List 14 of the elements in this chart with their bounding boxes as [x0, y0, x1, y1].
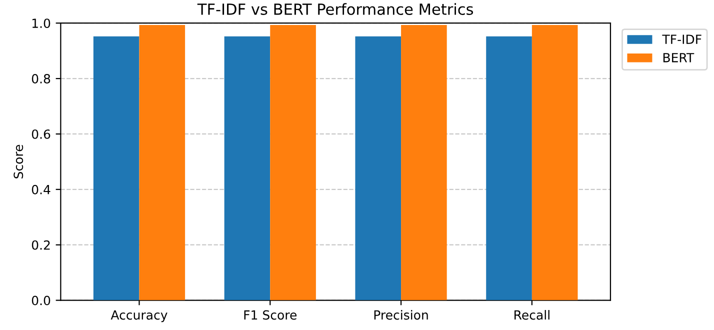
- y-tick-label: 0.2: [32, 240, 50, 250]
- x-tick-label: Accuracy: [110, 310, 168, 322]
- chart-title: TF-IDF vs BERT Performance Metrics: [197, 3, 474, 15]
- y-tick-label: 0.8: [32, 74, 50, 84]
- x-tick-label: Precision: [374, 310, 428, 320]
- legend-label: TF-IDF: [662, 34, 702, 44]
- y-tick-label: 1.0: [32, 18, 50, 28]
- legend-label: BERT: [663, 53, 694, 62]
- y-tick-label: 0.0: [32, 296, 50, 306]
- y-axis-title: Score: [14, 144, 24, 178]
- x-tick-label: F1 Score: [244, 310, 297, 320]
- x-tick-label: Recall: [514, 310, 550, 320]
- y-tick-label: 0.6: [32, 129, 50, 139]
- y-tick-label: 0.4: [32, 184, 50, 194]
